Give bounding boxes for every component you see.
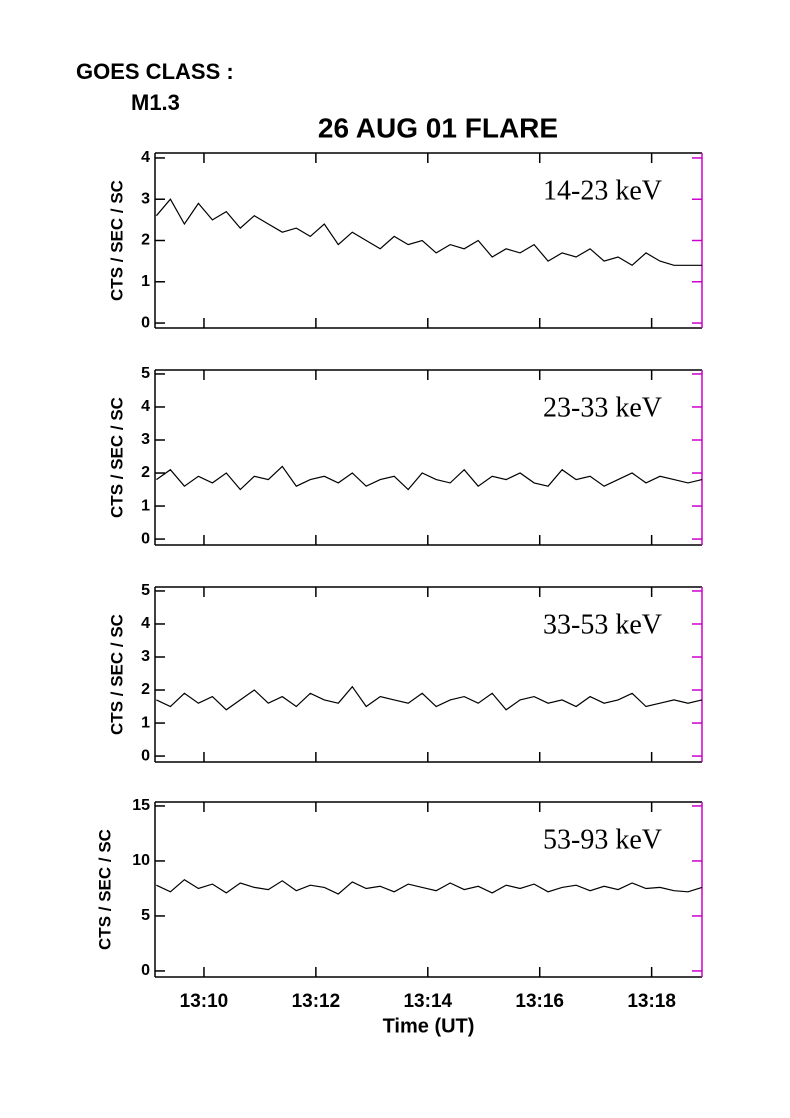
x-tick-label: 13:18 [627, 991, 676, 1012]
y-tick-label: 0 [141, 530, 150, 547]
y-tick-label: 3 [141, 190, 150, 207]
y-tick-label: 0 [141, 747, 150, 764]
y-tick-label: 2 [141, 464, 150, 481]
x-axis-label: Time (UT) [383, 1015, 475, 1037]
y-tick-label: 2 [141, 681, 150, 698]
y-tick-label: 0 [141, 962, 150, 979]
y-tick-label: 1 [141, 497, 150, 514]
y-axis-label: CTS / SEC / SC [107, 614, 126, 735]
y-axis-label: CTS / SEC / SC [107, 397, 126, 518]
y-tick-label: 4 [141, 398, 150, 415]
x-tick-label: 13:12 [292, 991, 341, 1012]
goes-label: GOES CLASS : [76, 59, 234, 84]
data-line [156, 878, 703, 895]
goes-class: M1.3 [131, 90, 180, 115]
annotation: 14-23 keV [543, 175, 662, 206]
x-tick-label: 13:16 [515, 991, 564, 1012]
x-tick-label: 13:14 [403, 991, 452, 1012]
annotation: 53-93 keV [543, 824, 662, 855]
y-tick-label: 3 [141, 431, 150, 448]
y-tick-label: 3 [141, 648, 150, 665]
y-tick-label: 1 [141, 273, 150, 290]
y-axis-label: CTS / SEC / SC [95, 829, 114, 950]
y-tick-label: 5 [141, 365, 150, 382]
annotation: 33-53 keV [543, 609, 662, 640]
y-tick-label: 15 [132, 797, 150, 814]
y-tick-label: 0 [141, 314, 150, 331]
y-tick-label: 4 [141, 149, 150, 166]
y-tick-label: 5 [141, 582, 150, 599]
annotation: 23-33 keV [543, 392, 662, 423]
chart-title: 26 AUG 01 FLARE [318, 112, 558, 143]
y-tick-label: 10 [132, 852, 150, 869]
data-line [156, 685, 703, 711]
y-tick-label: 5 [141, 907, 150, 924]
y-tick-label: 2 [141, 232, 150, 249]
y-tick-label: 4 [141, 615, 150, 632]
y-axis-label: CTS / SEC / SC [107, 180, 126, 301]
x-tick-label: 13:10 [180, 991, 229, 1012]
y-tick-label: 1 [141, 714, 150, 731]
data-line [156, 465, 703, 491]
data-line [155, 198, 702, 267]
